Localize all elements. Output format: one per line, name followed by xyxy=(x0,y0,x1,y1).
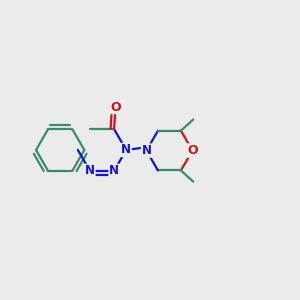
Text: O: O xyxy=(110,100,121,113)
Text: N: N xyxy=(85,164,95,177)
Text: N: N xyxy=(121,143,131,157)
Text: O: O xyxy=(187,144,198,157)
Text: N: N xyxy=(142,144,152,157)
Text: N: N xyxy=(109,164,119,177)
